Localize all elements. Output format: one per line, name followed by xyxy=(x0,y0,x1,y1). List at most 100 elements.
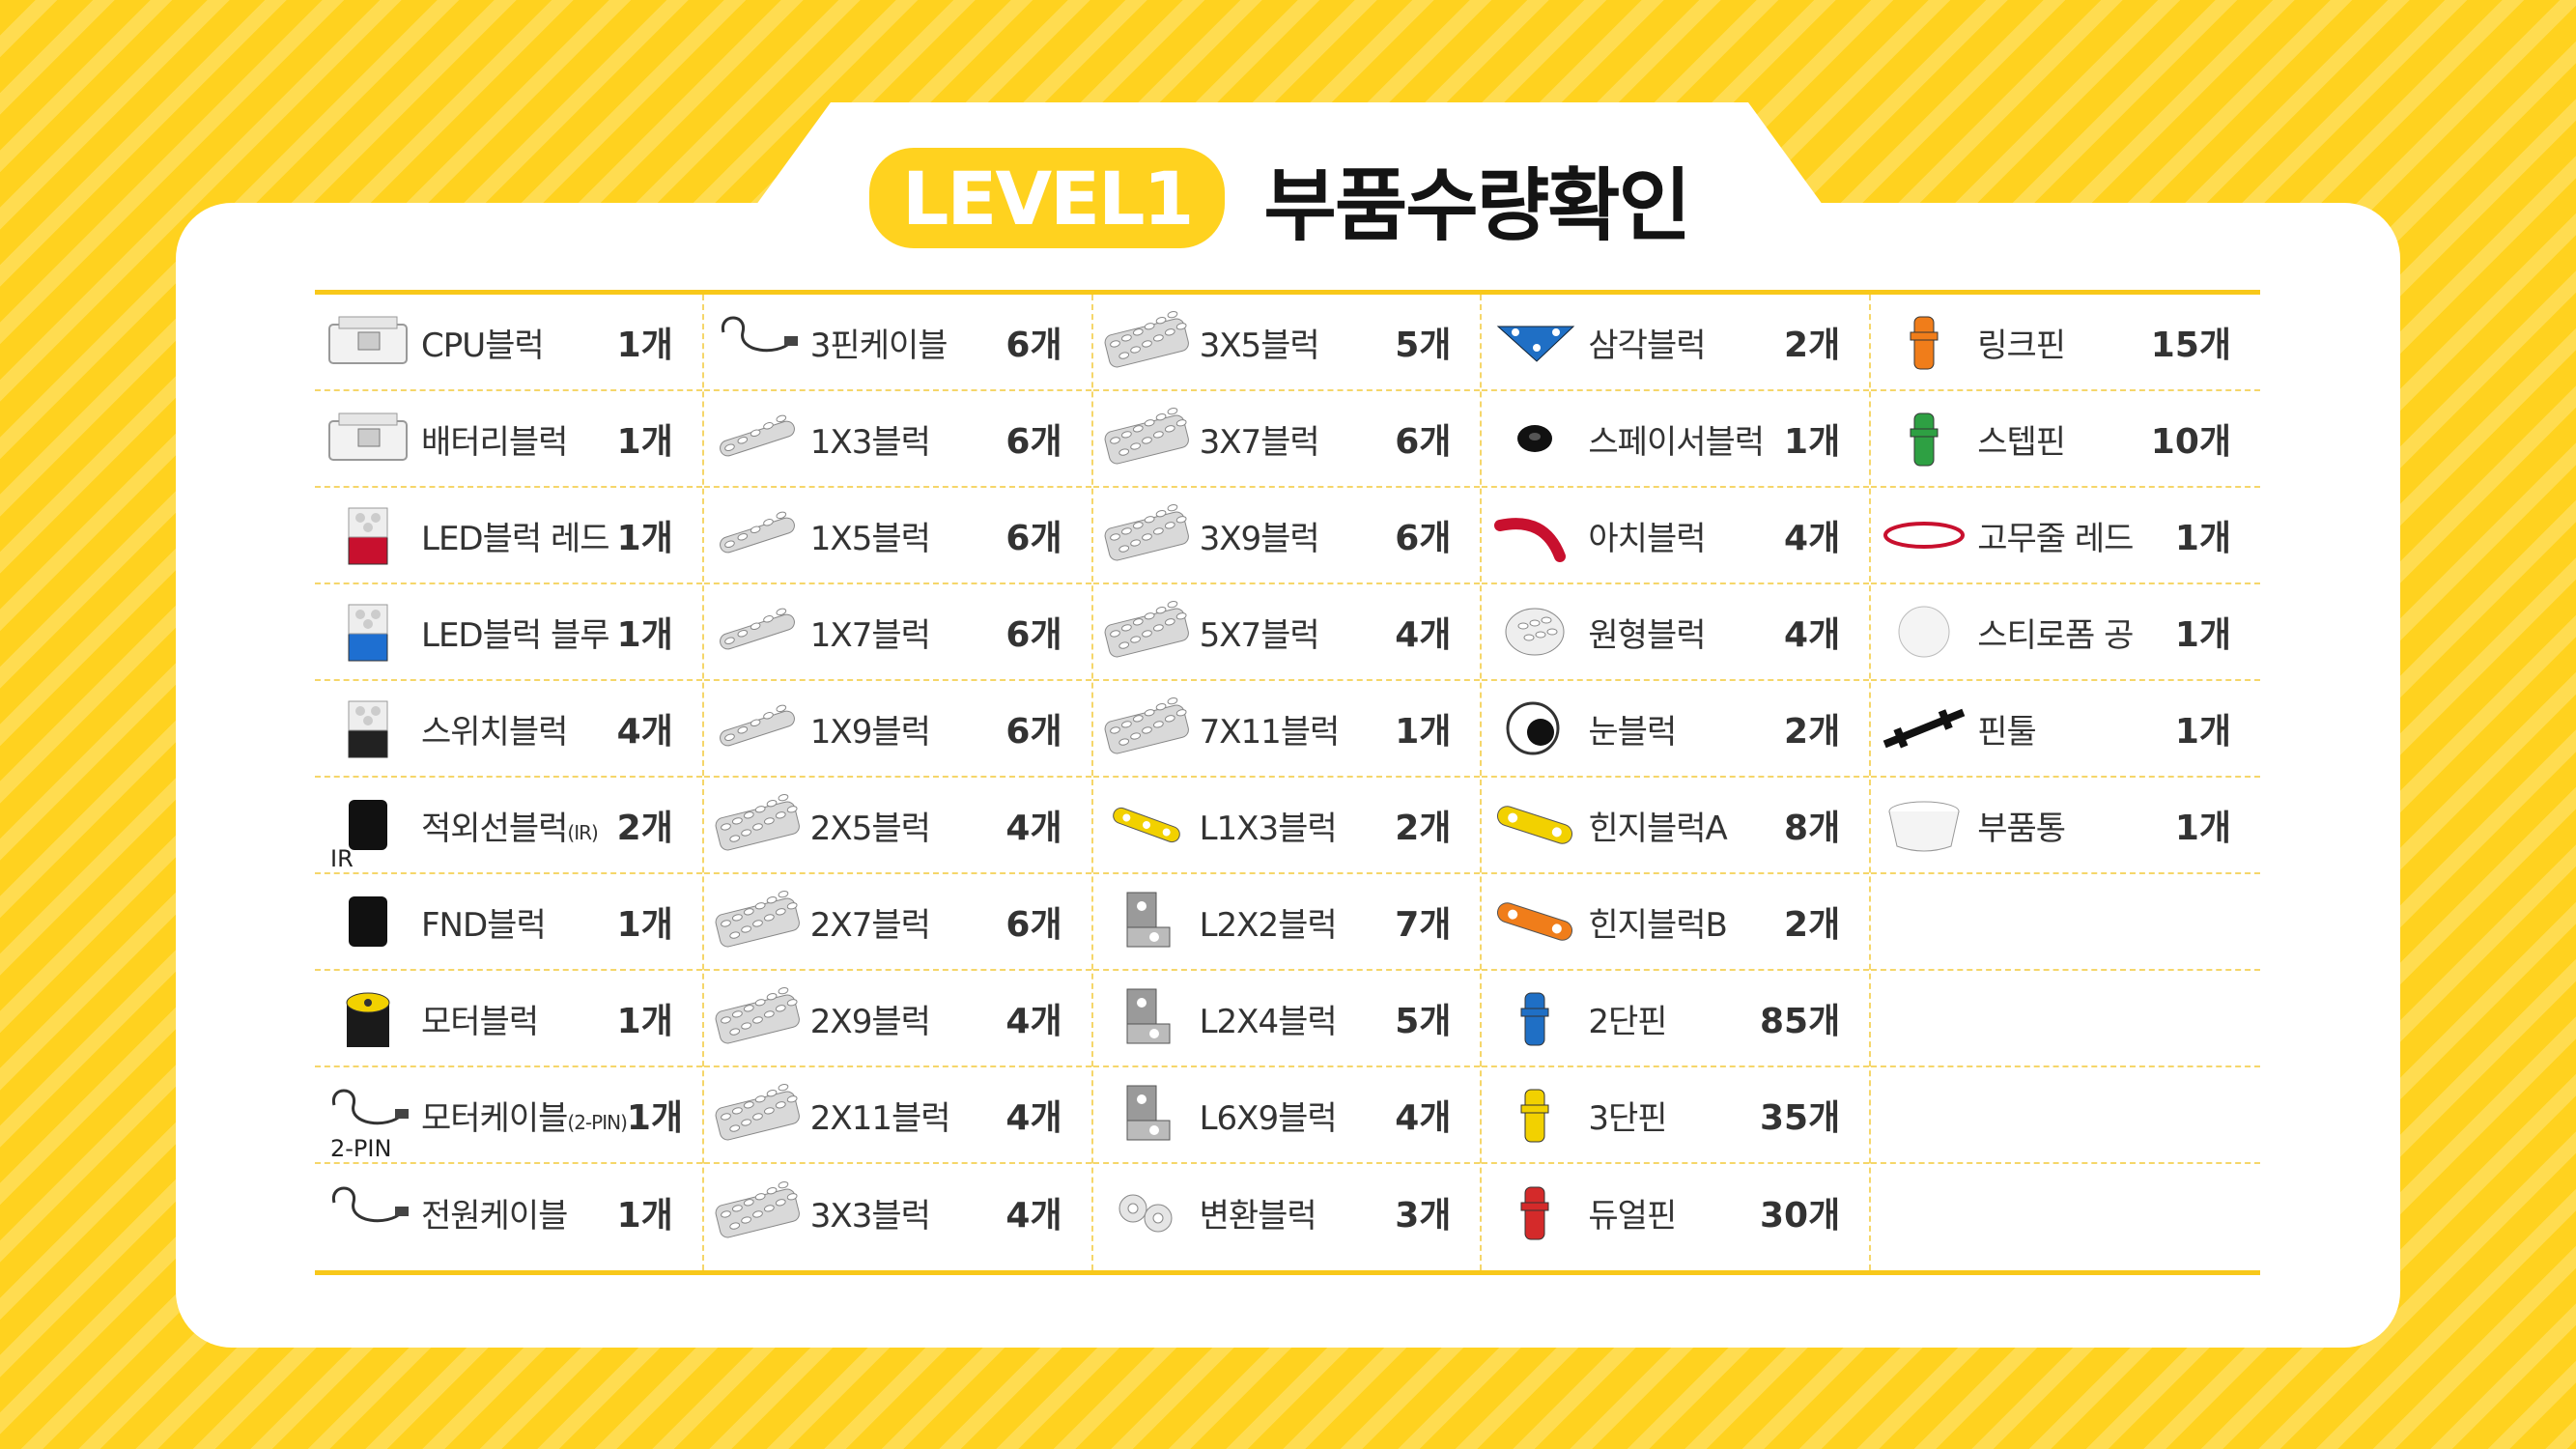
part-name: 1X5블럭 xyxy=(810,512,1006,559)
part-quantity: 1개 xyxy=(1395,712,1452,752)
part-name-text: 링크핀 xyxy=(1977,326,2066,365)
part-name: 2X11블럭 xyxy=(810,1092,1006,1139)
ir-block-icon: IR xyxy=(315,781,421,872)
part-name: 3단핀 xyxy=(1588,1092,1760,1139)
spacer-icon xyxy=(1482,395,1588,482)
part-name-text: 3단핀 xyxy=(1588,1098,1667,1138)
content-card xyxy=(176,203,2400,1348)
beam-icon xyxy=(704,685,810,772)
part-row: 배터리블럭 1개 xyxy=(315,391,702,488)
part-row: L2X2블럭 7개 xyxy=(1092,874,1481,971)
part-name-text: 7X11블럭 xyxy=(1199,712,1341,752)
bracket-icon xyxy=(1093,878,1200,965)
part-name: 2X9블럭 xyxy=(810,995,1006,1042)
part-name-text: 2X5블럭 xyxy=(809,809,931,848)
part-quantity: 1개 xyxy=(616,615,673,655)
part-row: 스텝핀 10개 xyxy=(1871,391,2260,488)
part-name: CPU블럭 xyxy=(421,319,617,366)
part-name: L2X2블럭 xyxy=(1200,898,1396,946)
part-row: 링크핀 15개 xyxy=(1871,295,2260,391)
part-name-text: 부품통 xyxy=(1977,809,2066,848)
part-quantity: 4개 xyxy=(1395,1098,1452,1138)
part-quantity: 1개 xyxy=(616,1196,673,1236)
part-quantity: 3개 xyxy=(1395,1196,1452,1236)
part-name-text: 힌지블럭A xyxy=(1588,809,1727,848)
part-quantity: 4개 xyxy=(616,712,673,752)
triangle-icon xyxy=(1482,298,1588,385)
part-name: 스페이서블럭 xyxy=(1588,415,1784,463)
part-name-text: 3핀케이블 xyxy=(809,326,948,365)
part-row: LED블럭 레드 1개 xyxy=(315,488,702,584)
part-row: 변환블럭 3개 xyxy=(1093,1164,1481,1261)
part-name-text: 2X9블럭 xyxy=(809,1002,931,1041)
part-row: 핀툴 1개 xyxy=(1871,681,2260,778)
part-name: 적외선블럭(IR) xyxy=(421,802,617,849)
part-quantity: 4개 xyxy=(1005,1098,1062,1138)
part-name-text: 스티로폼 공 xyxy=(1977,615,2134,655)
part-name-text: 듀얼핀 xyxy=(1588,1196,1677,1236)
part-row: 힌지블럭A 8개 xyxy=(1482,778,1870,874)
battery-block-icon xyxy=(315,395,421,482)
pin-tool-icon xyxy=(1871,685,1977,772)
part-name-text: 1X3블럭 xyxy=(809,422,931,462)
pin-green-icon xyxy=(1871,395,1977,482)
part-name-text: FND블럭 xyxy=(421,905,547,945)
part-row: 원형블럭 4개 xyxy=(1482,584,1870,681)
plate-icon xyxy=(1093,298,1200,385)
part-row: 부품통 1개 xyxy=(1871,778,2260,874)
beam-icon xyxy=(704,588,810,675)
part-name-text: 눈블럭 xyxy=(1588,712,1677,752)
plate-icon xyxy=(1093,395,1200,482)
part-row: LED블럭 블루 1개 xyxy=(315,584,702,681)
part-row: 눈블럭 2개 xyxy=(1482,681,1870,778)
led-blue-icon xyxy=(315,588,421,675)
plate-icon xyxy=(1093,492,1200,579)
icon-tag: 2-PIN xyxy=(330,1135,392,1162)
part-row: 3X5블럭 5개 xyxy=(1092,295,1481,391)
part-name: 스위치블럭 xyxy=(421,705,617,753)
plate-icon xyxy=(704,878,810,965)
part-name-suffix: (2-PIN) xyxy=(567,1110,627,1134)
part-name-text: 모터블럭 xyxy=(421,1002,539,1041)
plate-icon xyxy=(1093,685,1200,772)
cable-icon xyxy=(704,298,810,385)
part-name-text: 1X7블럭 xyxy=(809,615,931,655)
part-name-text: 스위치블럭 xyxy=(421,712,568,752)
part-quantity: 1개 xyxy=(2174,519,2231,558)
part-name-text: LED블럭 블루 xyxy=(421,615,610,655)
part-quantity: 2개 xyxy=(616,809,673,848)
part-name-text: 2X7블럭 xyxy=(809,905,931,945)
parts-column: 링크핀 15개 스텝핀 10개 고무줄 레드 1개 스티로폼 공 1개 핀툴 1개 부품통 1개 xyxy=(1871,295,2260,1270)
part-quantity: 4개 xyxy=(1005,1002,1062,1041)
part-quantity: 4개 xyxy=(1395,615,1452,655)
icon-tag: IR xyxy=(330,845,354,872)
l-yellow-icon xyxy=(1093,781,1200,868)
part-name-text: L2X2블럭 xyxy=(1199,905,1338,945)
part-quantity: 1개 xyxy=(626,1098,684,1138)
part-name: 모터케이블(2-PIN) xyxy=(421,1092,628,1139)
part-name: 힌지블럭B xyxy=(1588,898,1784,946)
part-name-text: 3X7블럭 xyxy=(1199,422,1320,462)
part-quantity: 1개 xyxy=(2174,809,2231,848)
part-quantity: 1개 xyxy=(616,422,673,462)
part-name-text: L6X9블럭 xyxy=(1199,1098,1338,1138)
part-name: 모터블럭 xyxy=(421,995,617,1042)
part-quantity: 30개 xyxy=(1759,1196,1841,1236)
beam-icon xyxy=(704,395,810,482)
part-row: 스위치블럭 4개 xyxy=(315,681,702,778)
page-header: LEVEL1 부품수량확인 xyxy=(869,145,1691,252)
page-title: 부품수량확인 xyxy=(1263,159,1691,252)
power-cable-icon xyxy=(315,1169,421,1256)
part-row: 7X11블럭 1개 xyxy=(1092,681,1481,778)
plate-icon xyxy=(704,975,810,1062)
part-name-text: 1X5블럭 xyxy=(809,519,931,558)
switch-block-icon xyxy=(315,685,421,772)
part-quantity: 5개 xyxy=(1395,326,1452,365)
parts-column: 3핀케이블 6개 1X3블럭 6개 1X5블럭 6개 1X7블럭 6개 1X9블럭 6개 2X5블럭… xyxy=(703,295,1093,1270)
part-name: 3X9블럭 xyxy=(1200,512,1396,559)
bracket-icon xyxy=(1093,1071,1200,1158)
part-name: L1X3블럭 xyxy=(1200,802,1396,849)
part-name: LED블럭 레드 xyxy=(421,512,617,559)
part-quantity: 2개 xyxy=(1784,326,1841,365)
part-quantity: 6개 xyxy=(1005,422,1062,462)
